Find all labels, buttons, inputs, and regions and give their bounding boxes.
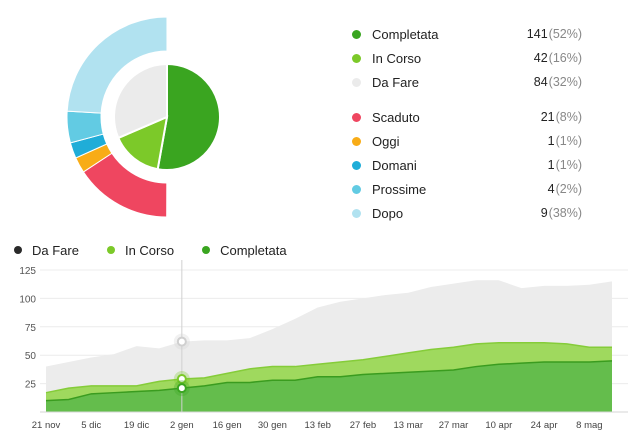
pie-slice-in-corso[interactable] bbox=[116, 115, 169, 171]
x-tick-label: 27 mar bbox=[439, 420, 469, 431]
legend-dot bbox=[352, 112, 361, 122]
legend-item-prossime[interactable]: Prossime 4 (2%) bbox=[352, 179, 582, 199]
legend-dot bbox=[352, 77, 361, 87]
legend-label: Prossime bbox=[372, 181, 427, 197]
x-tick-label: 8 mag bbox=[576, 420, 602, 431]
legend-percent: (38%) bbox=[548, 206, 582, 220]
hover-marker-in-corso[interactable] bbox=[176, 374, 187, 385]
legend-percent: (8%) bbox=[555, 110, 582, 124]
series-dot bbox=[202, 246, 211, 254]
x-tick-label: 27 feb bbox=[350, 420, 376, 431]
legend-item-da-fare[interactable]: Da Fare 84 (32%) bbox=[352, 72, 582, 92]
legend-label: Dopo bbox=[372, 205, 404, 221]
y-tick-label: 50 bbox=[25, 351, 37, 362]
series-label: Da Fare bbox=[32, 242, 79, 258]
series-label: In Corso bbox=[124, 242, 175, 258]
y-tick-label: 25 bbox=[25, 380, 37, 391]
hover-marker-completata[interactable] bbox=[176, 383, 187, 394]
legend-label: In Corso bbox=[372, 50, 422, 66]
legend-item-dopo[interactable]: Dopo 9 (38%) bbox=[352, 203, 582, 223]
x-tick-label: 13 feb bbox=[304, 420, 330, 431]
line-in-corso bbox=[45, 341, 612, 394]
progress-area-chart[interactable]: 25 50 75 100 125 21 nov 5 dic 19 dic 2 gen 16 gen… bbox=[0, 258, 640, 440]
legend-label: Da Fare bbox=[372, 74, 419, 90]
x-tick-label: 13 mar bbox=[393, 420, 423, 431]
ring-slice-dopo[interactable] bbox=[66, 16, 168, 114]
legend-percent: (1%) bbox=[555, 158, 582, 172]
x-tick-label: 16 gen bbox=[213, 420, 242, 431]
x-tick-label: 19 dic bbox=[124, 420, 150, 431]
legend-item-domani[interactable]: Domani 1 (1%) bbox=[352, 155, 582, 175]
legend-dot bbox=[352, 160, 361, 170]
series-dot bbox=[14, 246, 22, 254]
legend-count: 1 bbox=[547, 158, 555, 172]
x-tick-label: 21 nov bbox=[32, 420, 61, 431]
legend-item-scaduto[interactable]: Scaduto 21 (8%) bbox=[352, 107, 582, 127]
legend-label: Completata bbox=[372, 26, 439, 42]
y-tick-label: 75 bbox=[25, 323, 37, 334]
legend-label: Oggi bbox=[372, 133, 400, 149]
series-legend: Da Fare In Corso Completata bbox=[14, 240, 315, 260]
hover-marker-da-fare[interactable] bbox=[176, 336, 187, 347]
y-tick-label: 100 bbox=[19, 294, 36, 305]
x-tick-label: 30 gen bbox=[258, 420, 287, 431]
x-tick-label: 10 apr bbox=[485, 420, 512, 431]
legend-percent: (32%) bbox=[548, 75, 582, 89]
legend-count: 21 bbox=[540, 110, 555, 124]
x-tick-label: 2 gen bbox=[170, 420, 194, 431]
legend-label: Scaduto bbox=[372, 109, 420, 125]
legend-count: 84 bbox=[533, 75, 548, 89]
legend-item-completata[interactable]: Completata 141 (52%) bbox=[352, 24, 582, 44]
legend-percent: (2%) bbox=[555, 182, 582, 196]
legend-count: 141 bbox=[526, 27, 548, 41]
x-tick-label: 24 apr bbox=[531, 420, 558, 431]
legend-dot bbox=[352, 29, 361, 39]
legend-percent: (1%) bbox=[555, 134, 582, 148]
legend-count: 1 bbox=[547, 134, 555, 148]
series-label: Completata bbox=[220, 242, 287, 258]
y-tick-label: 125 bbox=[19, 266, 36, 277]
legend-item-in-corso[interactable]: In Corso 42 (16%) bbox=[352, 48, 582, 68]
line-completata bbox=[45, 360, 613, 402]
legend-count: 42 bbox=[533, 51, 548, 65]
legend-dot bbox=[352, 53, 361, 63]
legend-dot bbox=[352, 208, 361, 218]
pie-slice-da-fare[interactable] bbox=[113, 62, 168, 140]
legend-percent: (52%) bbox=[548, 27, 582, 41]
series-toggle-da-fare[interactable]: Da Fare bbox=[14, 243, 79, 258]
legend-dot bbox=[352, 136, 361, 146]
series-toggle-completata[interactable]: Completata bbox=[202, 242, 287, 258]
legend-item-oggi[interactable]: Oggi 1 (1%) bbox=[352, 131, 582, 151]
legend-count: 4 bbox=[547, 182, 555, 196]
series-toggle-in-corso[interactable]: In Corso bbox=[106, 242, 175, 258]
area-completata[interactable] bbox=[46, 360, 612, 412]
x-tick-label: 5 dic bbox=[81, 420, 101, 431]
status-donut-chart bbox=[66, 16, 221, 218]
pie-slice-completata[interactable] bbox=[156, 62, 221, 171]
legend-dot bbox=[352, 184, 361, 194]
legend-count: 9 bbox=[540, 206, 548, 220]
series-dot bbox=[106, 246, 115, 254]
legend-label: Domani bbox=[372, 157, 417, 173]
legend-percent: (16%) bbox=[548, 51, 582, 65]
